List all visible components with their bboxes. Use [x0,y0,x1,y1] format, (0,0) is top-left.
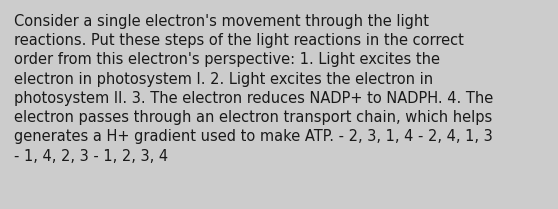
Text: electron passes through an electron transport chain, which helps: electron passes through an electron tran… [14,110,492,125]
Text: reactions. Put these steps of the light reactions in the correct: reactions. Put these steps of the light … [14,33,464,48]
Text: photosystem II. 3. The electron reduces NADP+ to NADPH. 4. The: photosystem II. 3. The electron reduces … [14,91,493,106]
Text: generates a H+ gradient used to make ATP. - 2, 3, 1, 4 - 2, 4, 1, 3: generates a H+ gradient used to make ATP… [14,130,493,144]
Text: order from this electron's perspective: 1. Light excites the: order from this electron's perspective: … [14,52,440,68]
Text: electron in photosystem I. 2. Light excites the electron in: electron in photosystem I. 2. Light exci… [14,72,433,87]
Text: Consider a single electron's movement through the light: Consider a single electron's movement th… [14,14,429,29]
Text: - 1, 4, 2, 3 - 1, 2, 3, 4: - 1, 4, 2, 3 - 1, 2, 3, 4 [14,149,168,164]
